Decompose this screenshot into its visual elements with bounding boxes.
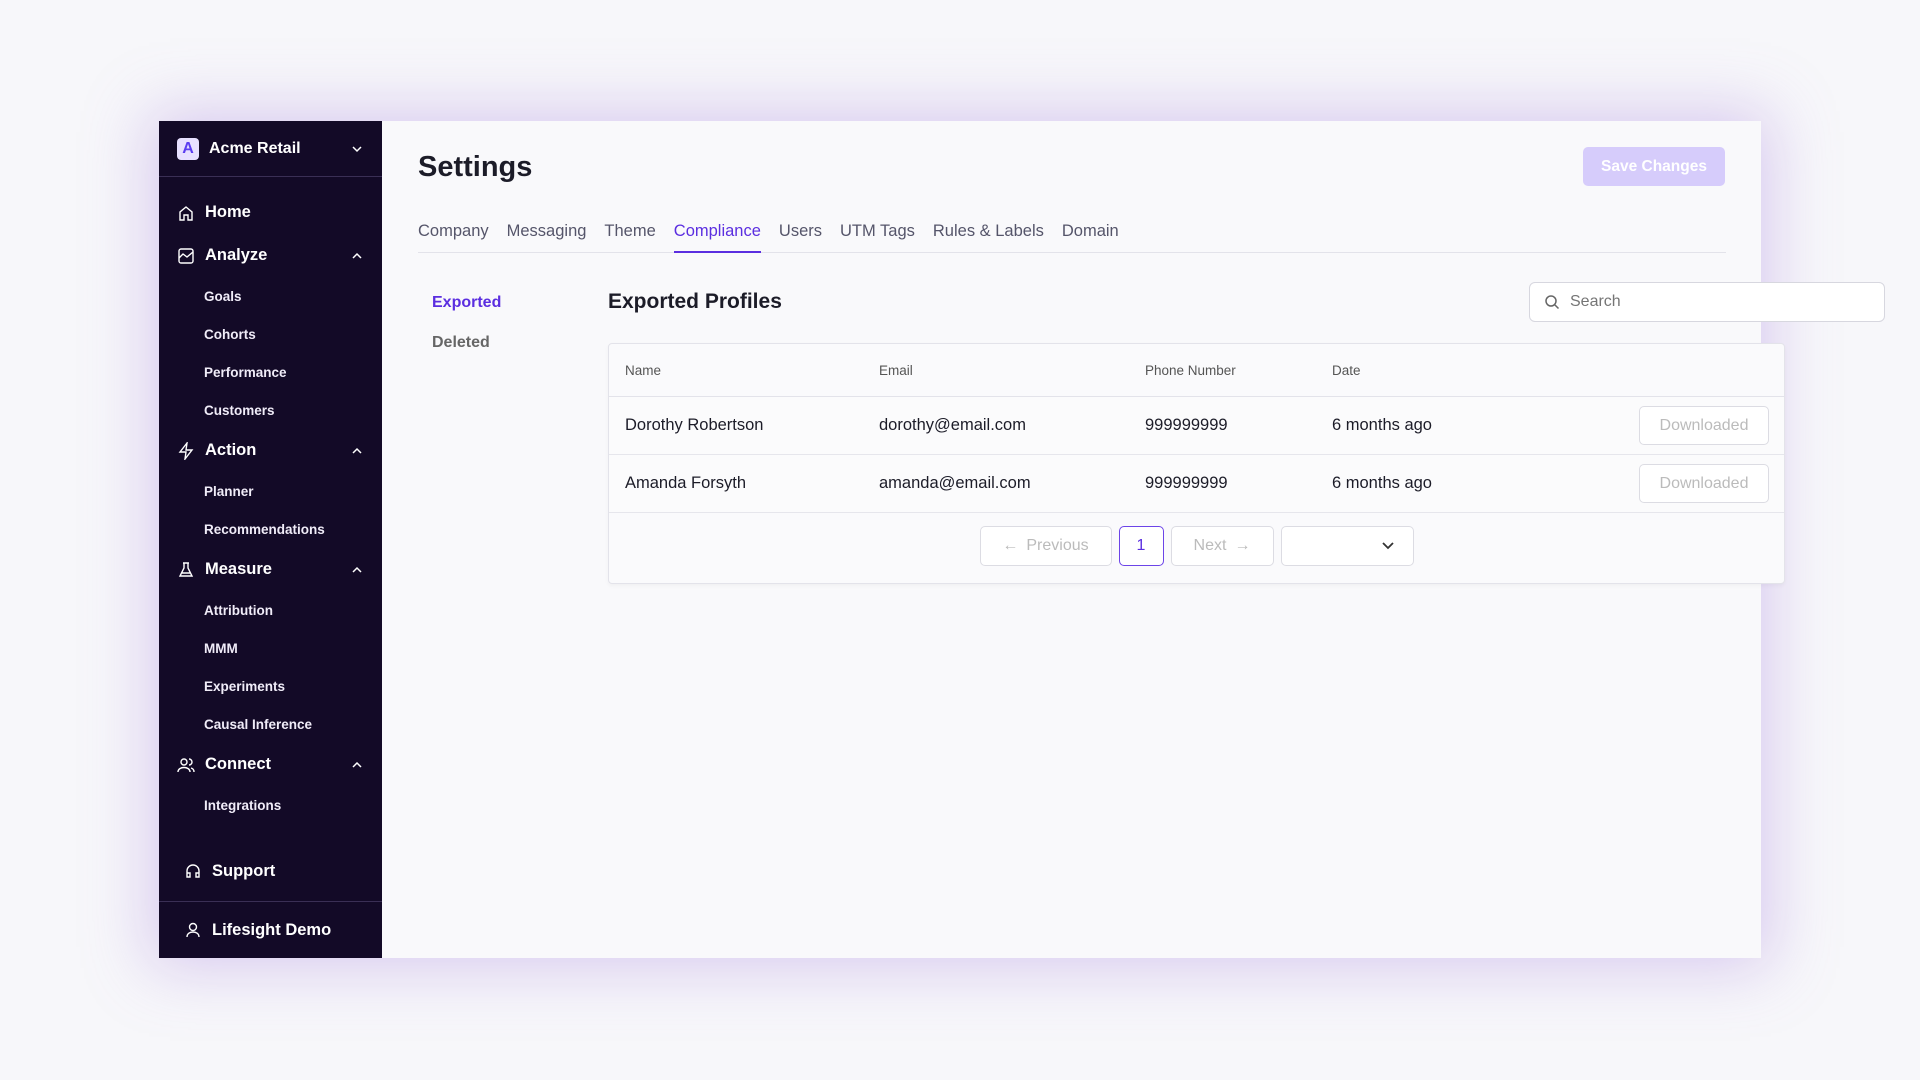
users-icon <box>177 757 195 772</box>
column-date: Date <box>1332 362 1361 378</box>
user-profile[interactable]: Lifesight Demo <box>159 901 382 958</box>
chevron-down-icon <box>352 145 362 152</box>
sidebar-item-planner[interactable]: Planner <box>204 483 254 499</box>
subnav-deleted[interactable]: Deleted <box>432 334 490 351</box>
exported-profiles-table: Name Email Phone Number Date Dorothy Rob… <box>608 343 1785 584</box>
sidebar-section-action[interactable]: Action <box>159 429 382 472</box>
chevron-up-icon <box>352 566 362 573</box>
cell-phone: 999999999 <box>1145 416 1228 434</box>
previous-button[interactable]: ← Previous <box>979 526 1112 566</box>
arrow-left-icon: ← <box>1002 537 1019 554</box>
column-name: Name <box>625 362 662 378</box>
org-switcher[interactable]: A Acme Retail <box>159 121 382 177</box>
column-email: Email <box>879 362 913 378</box>
tab-compliance[interactable]: Compliance <box>673 219 761 253</box>
sidebar-item-customers[interactable]: Customers <box>204 402 275 418</box>
save-changes-button[interactable]: Save Changes <box>1583 147 1725 186</box>
headset-icon <box>186 864 200 878</box>
tab-rules-labels[interactable]: Rules & Labels <box>932 222 1044 240</box>
tab-theme[interactable]: Theme <box>604 222 656 240</box>
tab-utm-tags[interactable]: UTM Tags <box>840 222 915 240</box>
pagination: ← Previous 1 Next → <box>609 526 1784 566</box>
settings-tabs: Company Messaging Theme Compliance Users UTM … <box>418 219 1726 253</box>
cell-phone: 999999999 <box>1145 474 1228 492</box>
app-window: A Acme Retail Home Analyze Goals Cohorts Pe… <box>159 121 1885 958</box>
sidebar-item-goals[interactable]: Goals <box>204 288 242 304</box>
org-name: Acme Retail <box>209 139 301 157</box>
sidebar-item-recommendations[interactable]: Recommendations <box>204 521 325 537</box>
downloaded-button[interactable]: Downloaded <box>1639 406 1769 445</box>
chevron-down-icon <box>1381 542 1394 550</box>
settings-main: Settings Save Changes Company Messaging Th… <box>382 121 1885 958</box>
lightning-icon <box>178 441 194 460</box>
user-icon <box>186 922 200 938</box>
page-size-select[interactable] <box>1280 526 1414 566</box>
home-icon <box>179 205 193 221</box>
sidebar-item-support[interactable]: Support <box>159 849 382 893</box>
flask-icon <box>178 561 194 577</box>
column-phone: Phone Number <box>1145 362 1236 378</box>
cell-email: dorothy@email.com <box>879 416 1026 434</box>
org-logo: A <box>177 137 199 160</box>
sidebar-item-home[interactable]: Home <box>159 191 382 234</box>
next-button[interactable]: Next → <box>1170 526 1274 566</box>
section-title: Exported Profiles <box>608 290 782 313</box>
page-title: Settings <box>418 151 533 183</box>
tab-company[interactable]: Company <box>418 222 489 240</box>
sidebar-item-attribution[interactable]: Attribution <box>204 602 273 618</box>
search-box[interactable] <box>1529 282 1885 322</box>
search-input[interactable] <box>1570 293 1870 311</box>
sidebar-nav: Home Analyze Goals Cohorts Performance Custo… <box>159 177 382 824</box>
tab-domain[interactable]: Domain <box>1061 222 1119 240</box>
subnav-exported[interactable]: Exported <box>432 294 502 311</box>
chart-icon <box>178 247 194 264</box>
sidebar-item-causal-inference[interactable]: Causal Inference <box>204 716 313 732</box>
cell-email: amanda@email.com <box>879 474 1031 492</box>
sidebar-item-mmm[interactable]: MMM <box>204 640 238 656</box>
compliance-subnav: Exported Deleted <box>432 291 501 371</box>
cell-date: 6 months ago <box>1332 416 1432 434</box>
chevron-up-icon <box>352 761 362 768</box>
sidebar-section-measure[interactable]: Measure <box>159 548 382 591</box>
sidebar: A Acme Retail Home Analyze Goals Cohorts Pe… <box>159 121 382 958</box>
chevron-up-icon <box>352 252 362 259</box>
downloaded-button[interactable]: Downloaded <box>1639 464 1769 503</box>
tab-users[interactable]: Users <box>778 222 822 240</box>
table-row: Amanda Forsyth amanda@email.com 999999999 6… <box>609 455 1784 513</box>
sidebar-item-cohorts[interactable]: Cohorts <box>204 326 256 342</box>
search-icon <box>1545 295 1560 310</box>
sidebar-section-connect[interactable]: Connect <box>159 743 382 786</box>
table-row: Dorothy Robertson dorothy@email.com 999999… <box>609 397 1784 455</box>
arrow-right-icon: → <box>1234 537 1251 554</box>
cell-name: Dorothy Robertson <box>625 416 764 434</box>
chevron-up-icon <box>352 447 362 454</box>
sidebar-item-integrations[interactable]: Integrations <box>204 797 282 813</box>
table-header: Name Email Phone Number Date <box>609 344 1784 397</box>
cell-date: 6 months ago <box>1332 474 1432 492</box>
page-1-button[interactable]: 1 <box>1118 526 1164 566</box>
sidebar-item-experiments[interactable]: Experiments <box>204 678 286 694</box>
sidebar-item-performance[interactable]: Performance <box>204 364 287 380</box>
cell-name: Amanda Forsyth <box>625 474 747 492</box>
sidebar-section-analyze[interactable]: Analyze <box>159 234 382 277</box>
tab-messaging[interactable]: Messaging <box>506 222 587 240</box>
